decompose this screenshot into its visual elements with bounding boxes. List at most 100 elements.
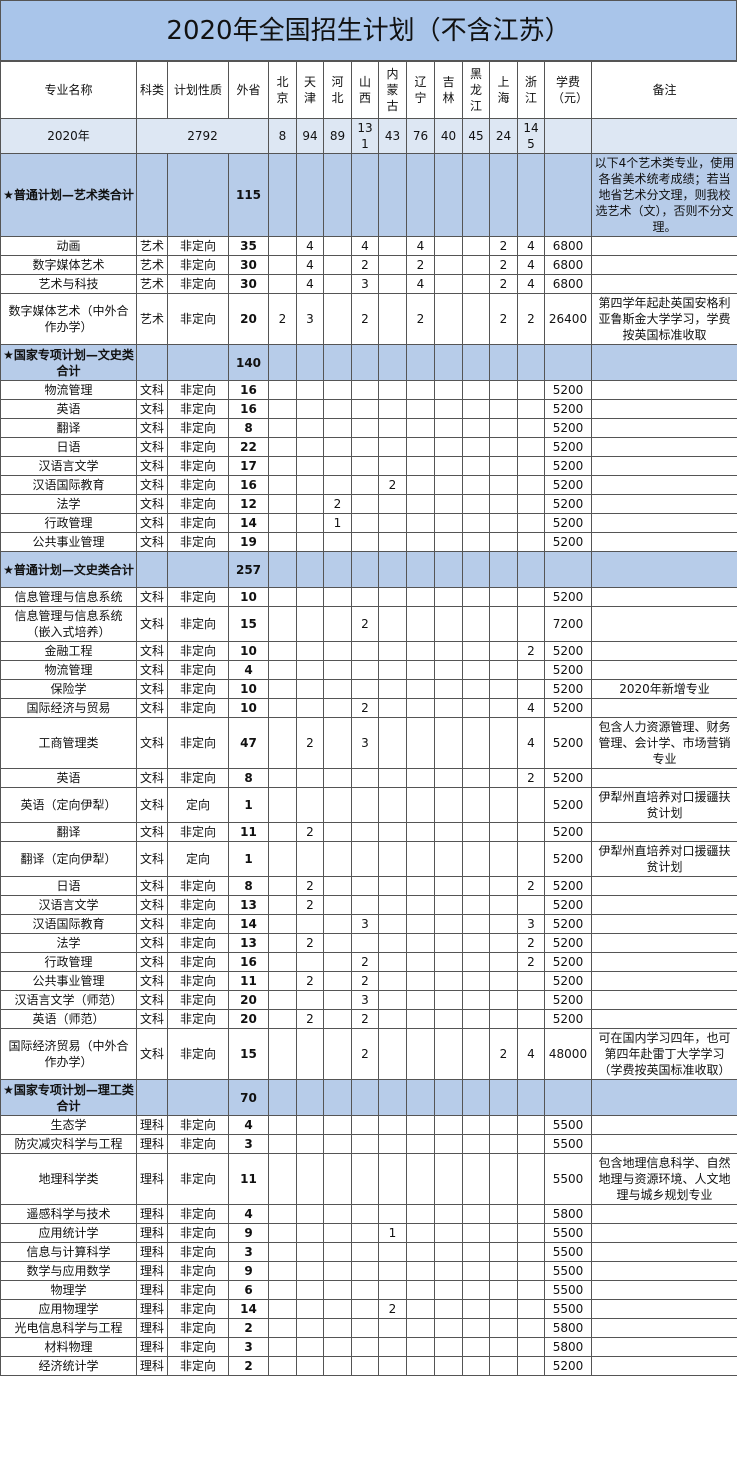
empty-cell xyxy=(351,513,379,533)
empty-cell xyxy=(462,513,490,533)
cell: 2 xyxy=(351,1009,379,1029)
empty-cell xyxy=(268,971,297,991)
cell: 非定向 xyxy=(167,255,229,275)
cell: 2 xyxy=(323,494,352,514)
empty-cell xyxy=(351,399,379,419)
data-row: 物流管理 文科 非定向 16 5200 xyxy=(0,380,737,400)
cell: 5200 xyxy=(544,787,592,823)
empty-cell xyxy=(378,1134,407,1154)
empty-cell xyxy=(296,532,324,552)
cell: 13 xyxy=(228,895,269,915)
cell: 5500 xyxy=(544,1261,592,1281)
empty-cell xyxy=(462,1242,490,1262)
note: 包含人力资源管理、财务管理、会计学、市场营销专业 xyxy=(591,717,737,769)
cell: 3 xyxy=(228,1337,269,1357)
empty-cell xyxy=(591,1134,737,1154)
cell: 2 xyxy=(406,293,435,345)
empty-cell xyxy=(517,1134,545,1154)
empty-cell xyxy=(489,1079,518,1116)
cell: 6800 xyxy=(544,274,592,294)
empty-cell xyxy=(406,876,435,896)
cell: 2 xyxy=(489,274,518,294)
empty-cell xyxy=(462,274,490,294)
empty-cell xyxy=(406,679,435,699)
cell: 非定向 xyxy=(167,293,229,345)
empty-cell xyxy=(268,1337,297,1357)
cell: 5200 xyxy=(544,475,592,495)
title: 2020年全国招生计划（不含江苏） xyxy=(0,0,737,61)
cell: 2 xyxy=(228,1356,269,1376)
section-name: ★国家专项计划—理工类合计 xyxy=(0,1079,137,1116)
major-name: 动画 xyxy=(0,236,137,256)
empty-cell xyxy=(434,717,463,769)
header-cell: 黑龙江 xyxy=(462,61,490,119)
empty-cell xyxy=(351,1280,379,1300)
cell: 文科 xyxy=(136,717,168,769)
empty-cell xyxy=(591,1115,737,1135)
empty-cell xyxy=(351,456,379,476)
empty-cell xyxy=(591,1318,737,1338)
empty-cell xyxy=(268,475,297,495)
major-name: 数学与应用数学 xyxy=(0,1261,137,1281)
empty-cell xyxy=(351,768,379,788)
empty-cell xyxy=(323,1242,352,1262)
empty-cell xyxy=(268,698,297,718)
cell: 文科 xyxy=(136,380,168,400)
empty-cell xyxy=(434,513,463,533)
cell: 14 xyxy=(228,914,269,934)
empty-cell xyxy=(268,914,297,934)
cell: 文科 xyxy=(136,475,168,495)
header-cell: 天津 xyxy=(296,61,324,119)
empty-cell xyxy=(351,1223,379,1243)
data-row: 公共事业管理 文科 非定向 19 5200 xyxy=(0,532,737,552)
cell: 非定向 xyxy=(167,1115,229,1135)
empty-cell xyxy=(268,418,297,438)
data-row: 信息管理与信息系统（嵌入式培养） 文科 非定向 15 2 7200 xyxy=(0,606,737,642)
empty-cell xyxy=(462,606,490,642)
empty-cell xyxy=(406,456,435,476)
data-row: 汉语国际教育 文科 非定向 14 3 3 5200 xyxy=(0,914,737,934)
empty-cell xyxy=(378,1115,407,1135)
cell: 非定向 xyxy=(167,606,229,642)
empty-cell xyxy=(351,660,379,680)
empty-cell xyxy=(591,551,737,588)
empty-cell xyxy=(268,1280,297,1300)
empty-cell xyxy=(323,698,352,718)
empty-cell xyxy=(378,153,407,237)
empty-cell xyxy=(268,822,297,842)
empty-cell xyxy=(406,606,435,642)
data-row: 日语 文科 非定向 8 2 2 5200 xyxy=(0,876,737,896)
major-name: 防灾减灾科学与工程 xyxy=(0,1134,137,1154)
empty-cell xyxy=(323,532,352,552)
cell: 1 xyxy=(228,787,269,823)
empty-cell xyxy=(351,1299,379,1319)
cell: 16 xyxy=(228,952,269,972)
cell: 非定向 xyxy=(167,274,229,294)
cell: 35 xyxy=(228,236,269,256)
empty-cell xyxy=(378,1280,407,1300)
empty-cell xyxy=(268,841,297,877)
empty-cell xyxy=(434,606,463,642)
empty-cell xyxy=(434,660,463,680)
empty-cell xyxy=(462,532,490,552)
empty-cell xyxy=(378,717,407,769)
cell: 20 xyxy=(228,293,269,345)
empty-cell xyxy=(351,841,379,877)
empty-cell xyxy=(406,399,435,419)
empty-cell xyxy=(434,255,463,275)
empty-cell xyxy=(517,153,545,237)
cell: 2 xyxy=(351,255,379,275)
empty-cell xyxy=(517,532,545,552)
empty-cell xyxy=(268,768,297,788)
empty-cell xyxy=(323,418,352,438)
empty-cell xyxy=(591,1299,737,1319)
section-name: ★国家专项计划—文史类合计 xyxy=(0,344,137,381)
cell: 非定向 xyxy=(167,717,229,769)
cell: 5500 xyxy=(544,1153,592,1205)
cell: 8 xyxy=(228,768,269,788)
empty-cell xyxy=(268,255,297,275)
cell: 5500 xyxy=(544,1242,592,1262)
cell: 4 xyxy=(406,274,435,294)
major-name: 经济统计学 xyxy=(0,1356,137,1376)
cell: 2 xyxy=(296,1009,324,1029)
